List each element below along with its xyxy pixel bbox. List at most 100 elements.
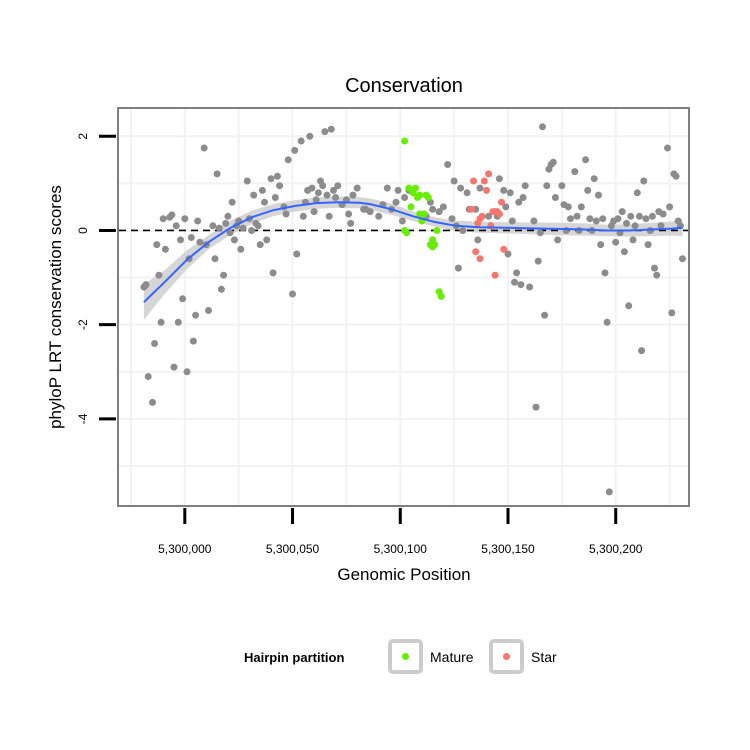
data-point-other [179,295,187,303]
data-point-other [189,337,197,345]
data-point-other [625,302,633,310]
data-point-other [256,241,264,249]
data-point-other [222,219,230,227]
data-point-other [220,271,228,279]
data-point-other [321,128,329,136]
series-star [467,170,508,279]
data-point-other [657,222,665,230]
data-point-other [306,132,314,140]
legend-dot-star [503,653,510,660]
panel-border [117,107,690,507]
data-point-other [170,363,178,371]
data-point-other [168,211,176,219]
data-point-other [597,241,605,249]
data-point-other [267,175,275,183]
data-point-other [439,203,447,211]
data-point-other [463,189,471,197]
data-point-other [239,224,247,232]
data-point-other [629,236,637,244]
data-point-other [224,212,232,220]
data-point-other [226,229,234,237]
data-point-mature [416,191,424,199]
data-point-other [668,309,676,317]
data-point-other [325,212,333,220]
data-point-other [627,212,635,220]
data-point-other [282,210,290,218]
data-point-other [149,398,156,406]
data-point-other [513,269,521,277]
data-point-other [375,212,383,220]
data-point-other [401,194,409,201]
data-point-star [480,177,488,185]
data-point-other [269,269,277,277]
series-mature [401,137,445,300]
x-tick-label: 5,300,150 [481,542,535,556]
data-point-other [310,208,318,216]
data-point-other [196,238,204,246]
data-point-other [515,198,523,206]
data-point-other [334,182,342,190]
data-point-mature [420,210,428,218]
data-point-other [599,215,607,223]
data-point-other [517,281,525,289]
data-point-other [495,175,503,183]
data-point-other [530,217,538,225]
y-tick-label: -2 [76,319,90,330]
data-point-other [151,340,159,347]
data-point-other [664,144,671,152]
data-point-other [261,198,268,206]
data-point-other [330,186,337,194]
smooth-line-layer [143,201,683,303]
data-point-other [177,236,184,244]
data-point-mature [403,229,411,237]
data-point-other [577,203,585,211]
data-point-other [459,227,467,234]
data-point-other [299,212,307,220]
data-point-other [383,184,391,192]
data-point-other [539,123,546,131]
data-point-other [398,217,406,225]
data-point-other [144,373,152,380]
data-point-other [672,172,680,180]
y-tick-label: 0 [76,227,90,234]
data-point-other [155,271,163,279]
legend-dot-mature [402,653,409,660]
confidence-ribbon-layer [143,196,683,320]
data-point-other [474,236,482,244]
data-point-other [332,194,340,201]
data-point-other [394,186,402,194]
data-point-other [161,245,169,253]
data-point-other [435,208,443,216]
chart-title: Conservation [345,75,463,97]
data-point-other [254,222,262,230]
data-point-other [635,212,643,220]
data-point-star [491,271,499,279]
data-point-other [392,198,400,206]
legend-title: Hairpin partition [244,650,344,665]
data-point-other [582,156,590,164]
data-point-other [157,318,165,326]
data-point-other [651,264,658,272]
data-point-other [543,182,551,190]
series-other [140,123,686,496]
data-point-other [504,250,512,258]
data-point-other [243,177,251,185]
x-axis-label: Genomic Position [337,565,470,584]
data-point-other [551,194,559,201]
data-point-other [605,488,613,496]
data-point-other [181,215,189,223]
data-point-other [511,278,518,286]
data-point-other [217,285,225,293]
data-point-other [205,307,212,314]
data-point-other [573,212,581,220]
data-point-other [187,234,195,241]
data-point-other [142,281,150,289]
legend: Hairpin partition Mature Star [244,639,557,674]
data-point-other [653,271,661,279]
data-point-mature [424,194,432,201]
data-point-other [638,347,646,355]
data-point-star [498,198,505,206]
data-point-other [237,245,245,253]
data-point-other [172,222,180,230]
